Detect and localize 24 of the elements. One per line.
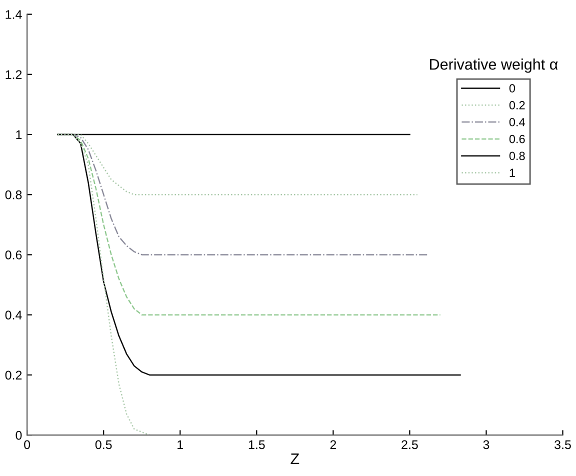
legend-label: 1 (510, 168, 515, 177)
y-tick-label: 1.4 (6, 10, 22, 19)
y-tick-label: 0 (16, 430, 22, 440)
x-tick-label: 3.5 (554, 440, 571, 450)
legend-label: 0.6 (509, 134, 525, 144)
y-tick-label: 1 (16, 130, 22, 140)
x-tick-label: 3 (483, 440, 490, 450)
x-axis-title: Z (290, 454, 300, 464)
y-tick-label: 0.2 (5, 370, 22, 380)
x-tick-label: 1 (178, 440, 183, 449)
x-tick-label: 1.5 (248, 440, 265, 450)
legend-label: 0.2 (509, 101, 525, 110)
y-tick-label: 1.2 (6, 70, 22, 79)
legend-label: 0 (509, 84, 516, 92)
legend-label: 0.4 (509, 118, 525, 126)
y-tick-label: 0.6 (5, 250, 22, 260)
legend-label: 0.8 (509, 152, 525, 160)
x-tick-label: 0.5 (95, 440, 112, 450)
x-tick-label: 0 (24, 440, 30, 450)
y-tick-label: 0.8 (5, 190, 22, 200)
legend-title: Derivative weight α (430, 58, 558, 73)
x-tick-label: 2 (330, 440, 336, 449)
y-tick-label: 0.4 (5, 310, 22, 320)
x-tick-label: 2.5 (402, 440, 418, 450)
